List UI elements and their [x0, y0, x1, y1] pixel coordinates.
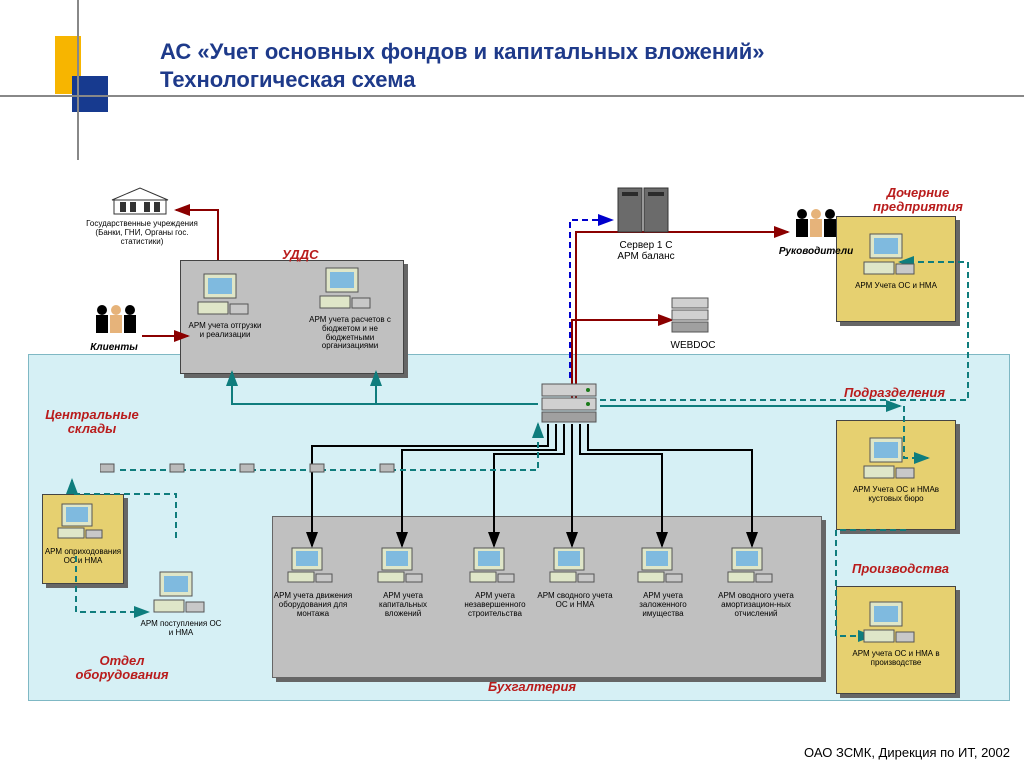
acc1-label: АРМ учета движения оборудования для монт…	[272, 592, 354, 618]
udds-pc1-label: АРМ учета отгрузки и реализации	[186, 322, 264, 340]
edge-hub-acc2	[402, 424, 556, 546]
edge-hub-acc5	[580, 424, 662, 546]
acc2-icon	[376, 546, 428, 590]
central-hub-icon	[538, 380, 600, 424]
subsid-pc-icon	[862, 232, 918, 280]
udds-pc2-label: АРМ учета расчетов с бюджетом и не бюдже…	[302, 316, 398, 351]
edge-hub-udds2	[376, 372, 538, 404]
opr-pc-icon	[56, 502, 106, 546]
gov-label: Государственные учреждения (Банки, ГНИ, …	[86, 220, 198, 246]
edge-hub-acc1	[312, 424, 548, 546]
webdoc-icon	[668, 296, 712, 338]
clients-icon	[88, 302, 142, 340]
acc5-label: АРМ учета заложенного имущества	[622, 592, 704, 618]
acc2-label: АРМ учета капитальных вложений	[362, 592, 444, 618]
warehouse-hubs-icon	[100, 462, 420, 478]
acc1-icon	[286, 546, 338, 590]
udds-pc1-icon	[196, 272, 252, 320]
udds-pc2-icon	[318, 266, 374, 314]
div-pc-label: АРМ Учета ОС и НМАв кустовых бюро	[842, 486, 950, 504]
footer-text: ОАО ЗСМК, Дирекция по ИТ, 2002	[804, 745, 1010, 760]
post-pc-label: АРМ поступления ОС и НМА	[140, 620, 222, 638]
acc4-icon	[548, 546, 600, 590]
acc6-icon	[726, 546, 778, 590]
server-1c-label: Сервер 1 С АРМ баланс	[606, 240, 686, 262]
acc4-label: АРМ сводного учета ОС и НМА	[534, 592, 616, 610]
managers-icon	[788, 206, 842, 244]
acc3-icon	[468, 546, 520, 590]
post-pc-icon	[152, 570, 208, 618]
acc5-icon	[636, 546, 688, 590]
acc3-label: АРМ учета незавершенного строительства	[452, 592, 538, 618]
server-1c-icon	[612, 186, 678, 238]
webdoc-label: WEBDOC	[668, 340, 718, 351]
subsid-pc-label: АРМ Учета ОС и НМА	[848, 282, 944, 291]
acc6-label: АРМ оводного учета амортизацион-ных отчи…	[710, 592, 802, 618]
edge-hub-udds1	[232, 372, 538, 404]
prod-pc-label: АРМ учета ОС и НМА в производстве	[842, 650, 950, 668]
opr-pc-label: АРМ оприходования ОС и НМА	[44, 548, 122, 566]
edge-hub-acc6	[588, 424, 752, 546]
gov-icon	[110, 182, 170, 218]
clients-label: Клиенты	[86, 342, 142, 353]
managers-label: Руководители	[778, 246, 854, 257]
prod-pc-icon	[862, 600, 918, 648]
edge-hub-acc3	[494, 424, 564, 546]
div-pc-icon	[862, 436, 918, 484]
